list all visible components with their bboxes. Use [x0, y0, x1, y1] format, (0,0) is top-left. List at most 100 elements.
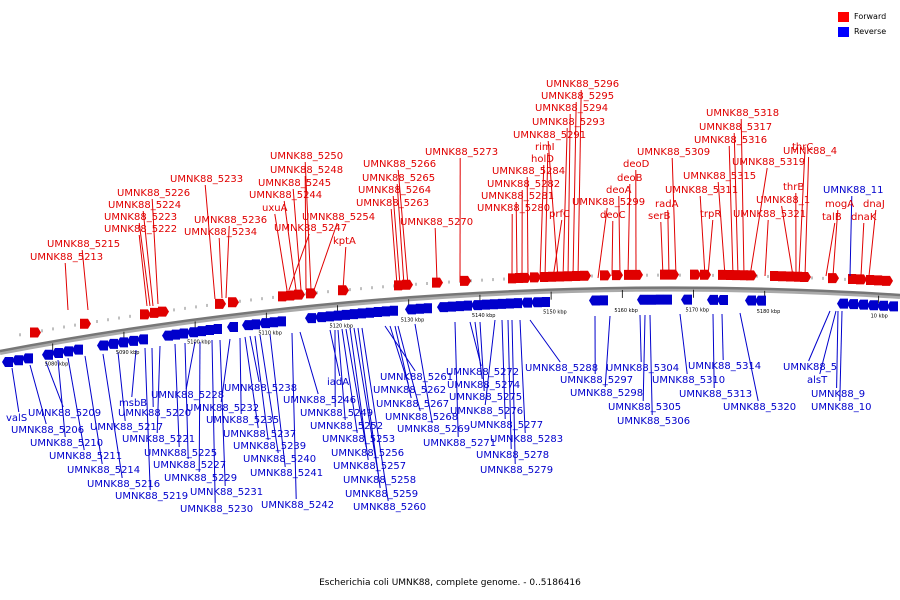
reverse-gene-arrow [589, 295, 600, 306]
forward-gene-label: UMNK88_5318 [706, 108, 779, 119]
reverse-gene-arrow [495, 298, 506, 309]
reverse-gene-arrow [227, 322, 238, 333]
reverse-gene-arrow [421, 303, 432, 314]
forward-gene-label: serB [648, 211, 670, 222]
scale-tick-label: 5170 kbp [686, 308, 710, 314]
reverse-gene-label: UMNK88_5304 [606, 363, 679, 374]
reverse-leader-line [29, 364, 47, 425]
reverse-gene-arrow [315, 312, 326, 323]
forward-gene-arrow [700, 269, 711, 280]
reverse-gene-arrow [887, 301, 898, 312]
reverse-gene-label: UMNK88_5267 [376, 399, 449, 410]
forward-gene-label: UMNK88_5263 [356, 198, 429, 209]
reverse-gene-label: UMNK88_5232 [186, 403, 259, 414]
reverse-gene-label: UMNK88_5256 [331, 448, 404, 459]
forward-gene-label: UMNK88_5319 [732, 157, 805, 168]
reverse-leader-line [45, 361, 64, 408]
reverse-gene-arrow [867, 300, 878, 311]
forward-swatch [838, 11, 849, 22]
forward-leader-line [611, 220, 614, 277]
reverse-gene-arrow [681, 294, 692, 305]
scale-tick-labels: 5080 kbp 5090 kbp 5100 kbp 5110 kbp 5120 kbp… [45, 308, 888, 368]
forward-leader-line [539, 164, 545, 279]
forward-leader-line [138, 222, 151, 307]
reverse-gene-label: UMNK88_10 [811, 402, 871, 413]
reverse-gene-label: UMNK88_5219 [115, 491, 188, 502]
forward-gene-arrow [338, 285, 349, 296]
forward-gene-label: UMNK88_5281 [481, 191, 554, 202]
reverse-gene-arrow [445, 301, 456, 312]
forward-gene-label: dnaK [851, 212, 877, 223]
reverse-gene-label: UMNK88_5283 [490, 434, 563, 445]
forward-gene-label: UMNK88_5311 [665, 185, 738, 196]
reverse-gene-label: UMNK88_5277 [470, 420, 543, 431]
reverse-leader-line [679, 313, 688, 375]
reverse-leader-line [839, 310, 843, 402]
forward-gene-arrow [600, 270, 611, 281]
forward-gene-label: UMNK88_5233 [170, 174, 243, 185]
forward-gene-label: holD [531, 154, 554, 165]
reverse-leader-line [219, 339, 226, 487]
reverse-gene-arrow [117, 337, 128, 348]
forward-leader-line [218, 237, 223, 299]
reverse-gene-arrow [42, 349, 53, 360]
reverse-gene-label: UMNK88_11 [823, 185, 883, 196]
forward-gene-arrow [882, 275, 893, 286]
forward-gene-label: rimI [535, 142, 555, 153]
reverse-leader-line [649, 314, 653, 416]
reverse-leader-line [474, 321, 483, 380]
reverse-gene-arrow [539, 296, 550, 307]
reverse-gene-arrow [645, 294, 656, 305]
reverse-gene-label: UMNK88_5276 [450, 406, 523, 417]
reverse-leader-line [337, 329, 346, 421]
reverse-gene-label: UMNK88_5269 [397, 424, 470, 435]
reverse-gene-arrow [107, 338, 118, 349]
reverse-gene-arrow [503, 298, 514, 309]
forward-gene-label: UMNK88_5282 [487, 179, 560, 190]
forward-leader-line [552, 219, 563, 279]
reverse-gene-arrow [187, 327, 198, 338]
reverse-gene-label: UMNK88_5225 [144, 448, 217, 459]
reverse-gene-arrow [52, 348, 63, 359]
reverse-gene-label: UMNK88_5235 [206, 415, 279, 426]
legend-reverse-label: Reverse [854, 27, 887, 36]
scale-tick-label: 5160 kbp [614, 308, 638, 314]
forward-gene-label: kptA [333, 236, 356, 247]
forward-leader-line [707, 219, 714, 277]
forward-gene-arrow [530, 272, 541, 283]
reverse-gene-arrow [259, 318, 270, 329]
reverse-gene-arrow [461, 300, 472, 311]
reverse-gene-arrow [745, 295, 756, 306]
forward-gene-label: UMNK88_5321 [733, 209, 806, 220]
reverse-gene-arrow [339, 309, 350, 320]
scale-tick-label: 5100 kbp [187, 340, 211, 346]
forward-gene-label: UMNK88_5294 [535, 103, 608, 114]
reverse-gene-arrow [249, 319, 260, 330]
reverse-gene-label: UMNK88_5216 [87, 479, 160, 490]
reverse-gene-label: UMNK88_5257 [333, 461, 406, 472]
reverse-leader-line [144, 347, 151, 491]
reverse-gene-label: UMNK88_5239 [233, 441, 306, 452]
forward-gene-label: UMNK88_5270 [400, 217, 473, 228]
reverse-gene-arrow [22, 353, 33, 364]
forward-gene-arrow [800, 271, 811, 282]
forward-leader-line [699, 195, 706, 277]
forward-leader-line [832, 209, 839, 277]
forward-leader-lines [64, 89, 877, 311]
forward-gene-arrow [228, 297, 239, 308]
reverse-gene-label: UMNK88_5320 [723, 402, 796, 413]
reverse-gene-label: UMNK88_5 [783, 362, 837, 373]
forward-gene-arrow [690, 269, 701, 280]
reverse-gene-label: UMNK88_5214 [67, 465, 140, 476]
reverse-gene-arrow [62, 346, 73, 357]
reverse-leader-line [259, 334, 279, 454]
reverse-gene-label: UMNK88_5238 [224, 383, 297, 394]
reverse-leader-line [479, 321, 485, 392]
reverse-leader-line [836, 310, 839, 389]
forward-leader-line [283, 200, 297, 291]
reverse-gene-label: UMNK88_5310 [652, 375, 725, 386]
forward-gene-label: UMNK88_5236 [194, 215, 267, 226]
reverse-gene-label: valS [6, 413, 27, 424]
reverse-gene-arrow [653, 294, 664, 305]
scale-tick-label: 5130 kbp [401, 317, 425, 323]
